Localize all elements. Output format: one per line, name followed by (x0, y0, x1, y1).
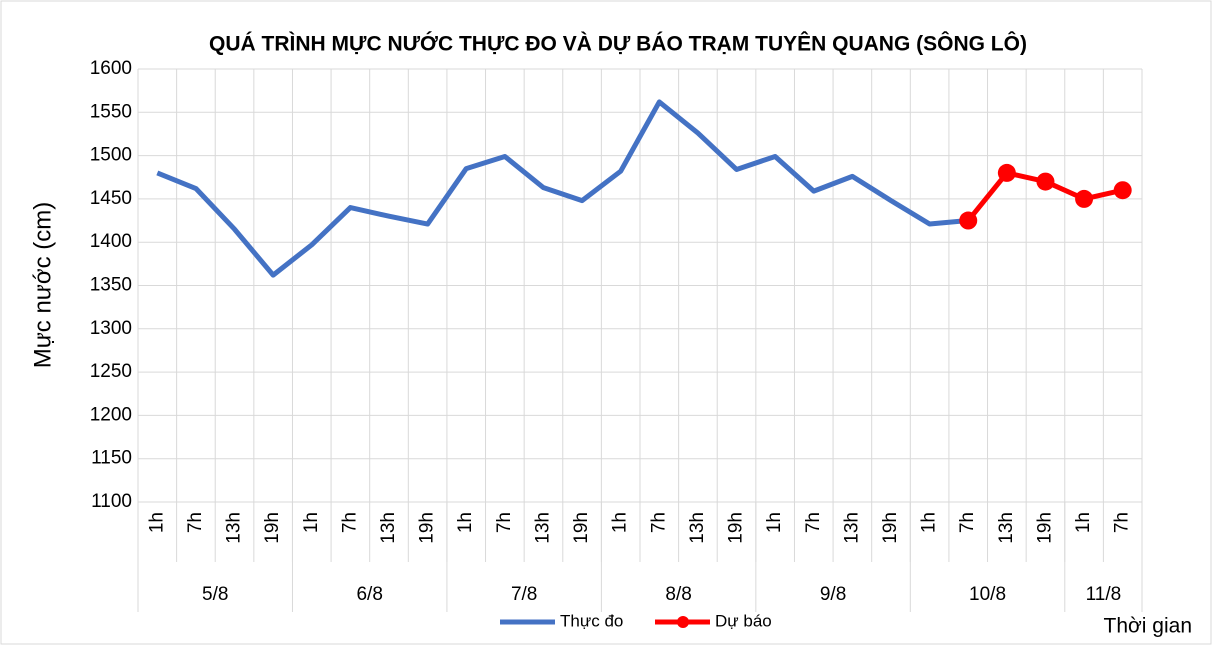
series-marker (959, 211, 978, 230)
x-tick-label: 1h (146, 512, 167, 533)
y-tick-label: 1200 (90, 404, 132, 425)
series-line (156, 99, 969, 278)
x-group-label: 5/8 (202, 584, 228, 605)
x-tick-label: 7h (957, 512, 978, 533)
legend-marker (677, 616, 689, 628)
series-marker (1075, 189, 1094, 208)
y-tick-label: 1600 (90, 58, 132, 79)
x-tick-label: 7h (185, 512, 206, 533)
chart-title: QUÁ TRÌNH MỰC NƯỚC THỰC ĐO VÀ DỰ BÁO TRẠ… (209, 32, 1027, 56)
x-group-label: 6/8 (356, 584, 382, 605)
x-group-label: 10/8 (969, 584, 1006, 605)
x-axis-label: Thời gian (1104, 615, 1192, 638)
x-tick-label: 19h (262, 512, 283, 544)
y-tick-label: 1350 (90, 275, 132, 296)
y-tick-label: 1250 (90, 361, 132, 382)
x-tick-label: 19h (880, 512, 901, 544)
x-tick-label: 1h (1073, 512, 1094, 533)
series-marker (997, 163, 1016, 182)
y-tick-label: 1500 (90, 145, 132, 166)
x-tick-label: 13h (687, 512, 708, 544)
x-tick-label: 1h (455, 512, 476, 533)
x-group-label: 11/8 (1086, 584, 1122, 605)
legend-label: Dự báo (715, 611, 772, 630)
x-group-label: 9/8 (820, 584, 846, 605)
y-tick-label: 1100 (91, 491, 132, 512)
x-tick-label: 7h (339, 512, 360, 533)
x-tick-label: 13h (841, 512, 862, 544)
y-tick-label: 1550 (90, 101, 132, 122)
x-tick-label: 13h (378, 512, 399, 544)
x-group-label: 8/8 (665, 584, 691, 605)
x-tick-label: 7h (803, 512, 824, 533)
x-tick-label: 19h (726, 512, 747, 544)
y-tick-label: 1400 (90, 231, 132, 252)
y-axis-label: Mực nước (cm) (29, 202, 56, 369)
legend-label: Thực đo (560, 611, 623, 630)
x-group-label: 7/8 (511, 584, 537, 605)
x-tick-label: 13h (532, 512, 553, 544)
y-tick-label: 1450 (90, 188, 132, 209)
x-tick-label: 13h (996, 512, 1017, 544)
y-tick-label: 1300 (90, 318, 132, 339)
series-marker (1113, 181, 1132, 200)
y-tick-label: 1150 (91, 448, 132, 469)
x-tick-label: 19h (571, 512, 592, 544)
x-tick-label: 1h (610, 512, 631, 533)
x-tick-label: 7h (494, 512, 515, 533)
series-marker (1036, 172, 1055, 191)
x-tick-label: 19h (417, 512, 438, 544)
x-tick-label: 19h (1034, 512, 1055, 544)
x-tick-label: 1h (764, 512, 785, 533)
x-tick-label: 7h (648, 512, 669, 533)
x-tick-label: 1h (919, 512, 940, 533)
x-tick-label: 7h (1112, 512, 1133, 533)
x-tick-label: 13h (224, 512, 245, 544)
x-tick-label: 1h (301, 512, 322, 533)
